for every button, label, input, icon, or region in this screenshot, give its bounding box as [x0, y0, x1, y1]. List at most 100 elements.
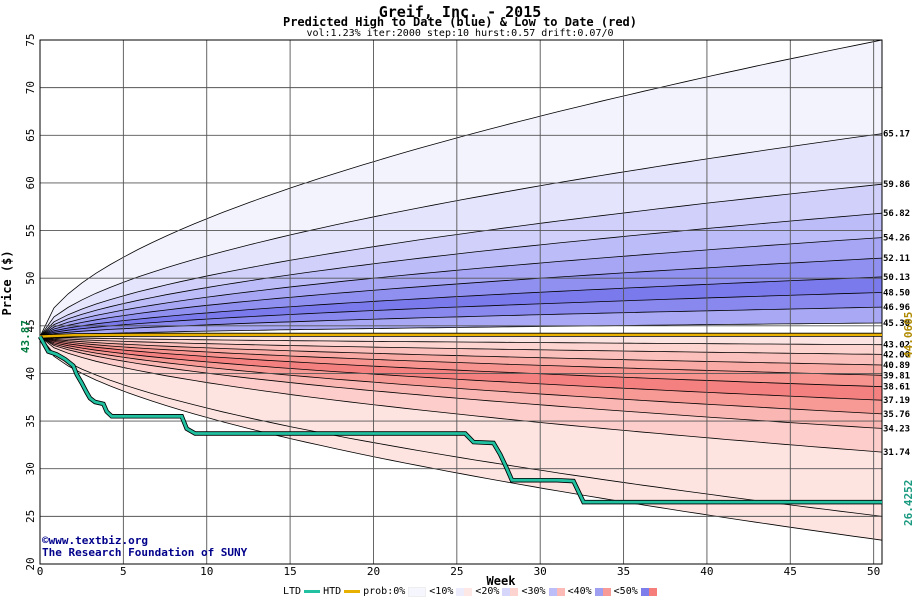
legend-swatch-50	[640, 587, 657, 596]
right-label-14: 37.19	[883, 396, 910, 406]
band-line-0	[39, 39, 883, 337]
band-line-5	[39, 257, 883, 337]
htd-value-label: 44.0605	[902, 312, 915, 358]
right-label-13: 38.61	[883, 383, 910, 393]
high-band-4	[40, 237, 882, 337]
y-tick-label-10: 70	[24, 81, 37, 94]
right-label-10: 42.00	[883, 350, 910, 360]
high-band-7	[40, 292, 882, 337]
band-line-4	[39, 237, 883, 337]
legend-item-30: <30%	[521, 586, 546, 597]
y-tick-label-0: 20	[24, 557, 37, 570]
band-line-6	[39, 276, 883, 337]
legend-prob-label: prob:0%	[363, 586, 406, 597]
band-line-9	[39, 322, 883, 337]
x-tick-label-0: 0	[37, 565, 44, 578]
legend-item-20: <20%	[475, 586, 500, 597]
y-tick-label-2: 30	[24, 462, 37, 475]
high-band-5	[40, 258, 882, 337]
right-label-12: 39.81	[883, 371, 910, 381]
start-price-label: 43.87	[19, 320, 32, 353]
y-tick-label-9: 65	[24, 129, 37, 142]
right-label-16: 34.23	[883, 424, 910, 434]
legend-item-40: <40%	[567, 586, 592, 597]
chart-title: Greif, Inc. - 2015	[378, 3, 542, 21]
band-line-20	[39, 336, 883, 541]
x-tick-label-5: 25	[450, 565, 463, 578]
x-tick-label-2: 10	[200, 565, 213, 578]
x-tick-label-7: 35	[617, 565, 630, 578]
y-tick-label-11: 75	[24, 33, 37, 46]
right-label-4: 52.11	[883, 254, 910, 264]
y-tick-label-3: 35	[24, 414, 37, 427]
legend-swatch-20	[502, 587, 519, 596]
band-line-15	[39, 336, 883, 401]
high-band-2	[40, 184, 882, 337]
low-band-2	[40, 336, 882, 365]
high-band-1	[40, 133, 882, 337]
legend-swatch-30	[548, 587, 565, 596]
htd-line	[39, 333, 882, 338]
right-label-8: 45.30	[883, 319, 910, 329]
low-band-5	[40, 336, 882, 401]
low-band-9	[40, 336, 882, 517]
right-label-5: 50.13	[883, 273, 910, 283]
band-line-14	[39, 336, 883, 388]
x-tick-label-6: 30	[534, 565, 547, 578]
y-tick-label-5: 45	[24, 319, 37, 332]
x-tick-label-10: 50	[867, 565, 880, 578]
high-band-8	[40, 307, 882, 337]
band-line-11	[39, 336, 883, 355]
band-line-1	[39, 133, 883, 337]
band-line-2	[39, 183, 883, 337]
x-tick-label-9: 45	[784, 565, 797, 578]
right-label-9: 43.02	[883, 341, 910, 351]
plot-frame	[39, 39, 883, 565]
chart-subtitle: Predicted High to Date (blue) & Low to D…	[282, 15, 637, 29]
x-axis-label: Week	[487, 574, 517, 588]
x-tick-label-3: 15	[283, 565, 296, 578]
ltd-line	[38, 335, 882, 504]
y-tick-label-1: 25	[24, 510, 37, 523]
low-band-6	[40, 336, 882, 414]
low-band-0	[40, 336, 882, 345]
x-tick-label-4: 20	[367, 565, 380, 578]
legend-htd-swatch	[344, 590, 361, 593]
high-band-0	[40, 40, 882, 337]
y-tick-label-8: 60	[24, 176, 37, 189]
band-line-3	[39, 212, 883, 337]
low-band-7	[40, 336, 882, 429]
right-label-2: 56.82	[883, 209, 910, 219]
legend-htd-label: HTD	[323, 586, 342, 597]
low-band-4	[40, 336, 882, 387]
band-line-17	[39, 336, 883, 429]
band-line-13	[39, 336, 883, 376]
right-label-1: 59.86	[883, 180, 910, 190]
legend-ltd-label: LTD	[283, 586, 302, 597]
legend-ltd-swatch	[304, 590, 321, 593]
chart-params: vol:1.23% iter:2000 step:10 hurst:0.57 d…	[306, 28, 614, 39]
y-tick-label-4: 40	[24, 367, 37, 380]
y-axis-label: Price ($)	[0, 250, 14, 315]
high-band-3	[40, 213, 882, 337]
band-line-19	[39, 336, 883, 517]
y-tick-label-6: 50	[24, 272, 37, 285]
legend-item-10: <10%	[429, 586, 454, 597]
y-tick-label-7: 55	[24, 224, 37, 237]
legend-item-50: <50%	[613, 586, 638, 597]
x-tick-label-1: 5	[120, 565, 127, 578]
band-line-7	[39, 292, 883, 337]
band-line-10	[39, 336, 883, 346]
credit-org: The Research Foundation of SUNY	[42, 546, 248, 559]
right-label-3: 54.26	[883, 234, 910, 244]
legend-swatch-10	[456, 587, 473, 596]
band-line-12	[39, 336, 883, 366]
band-line-18	[39, 336, 883, 453]
legend-swatch-0	[408, 586, 427, 597]
ltd-value-label: 26.4252	[902, 480, 915, 526]
low-band-8	[40, 336, 882, 453]
right-label-17: 31.74	[883, 448, 911, 458]
right-label-15: 35.76	[883, 410, 910, 420]
legend-swatch-40	[594, 587, 611, 596]
